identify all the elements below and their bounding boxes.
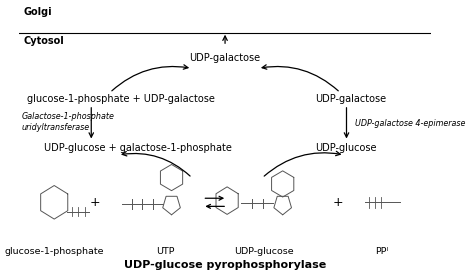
Text: Galactose-1-phosphate: Galactose-1-phosphate: [21, 112, 114, 121]
Text: uridyltransferase: uridyltransferase: [21, 123, 90, 132]
Text: UDP-glucose: UDP-glucose: [234, 247, 294, 256]
Text: glucose-1-phosphate: glucose-1-phosphate: [4, 247, 104, 256]
Text: glucose-1-phosphate + UDP-galactose: glucose-1-phosphate + UDP-galactose: [27, 94, 215, 104]
Text: PPᴵ: PPᴵ: [375, 247, 388, 256]
Text: UDP-glucose: UDP-glucose: [316, 143, 377, 153]
Text: +: +: [90, 196, 100, 209]
Text: Golgi: Golgi: [23, 7, 52, 17]
Text: UDP-galactose 4-epimerase: UDP-galactose 4-epimerase: [355, 119, 465, 128]
Text: UTP: UTP: [156, 247, 174, 256]
Text: UDP-glucose + galactose-1-phosphate: UDP-glucose + galactose-1-phosphate: [44, 143, 232, 153]
Text: +: +: [333, 196, 344, 209]
Text: Cytosol: Cytosol: [23, 36, 64, 46]
Text: UDP-galactose: UDP-galactose: [190, 52, 261, 63]
Text: UDP-galactose: UDP-galactose: [316, 94, 387, 104]
Text: UDP-glucose pyrophosphorylase: UDP-glucose pyrophosphorylase: [124, 260, 326, 270]
